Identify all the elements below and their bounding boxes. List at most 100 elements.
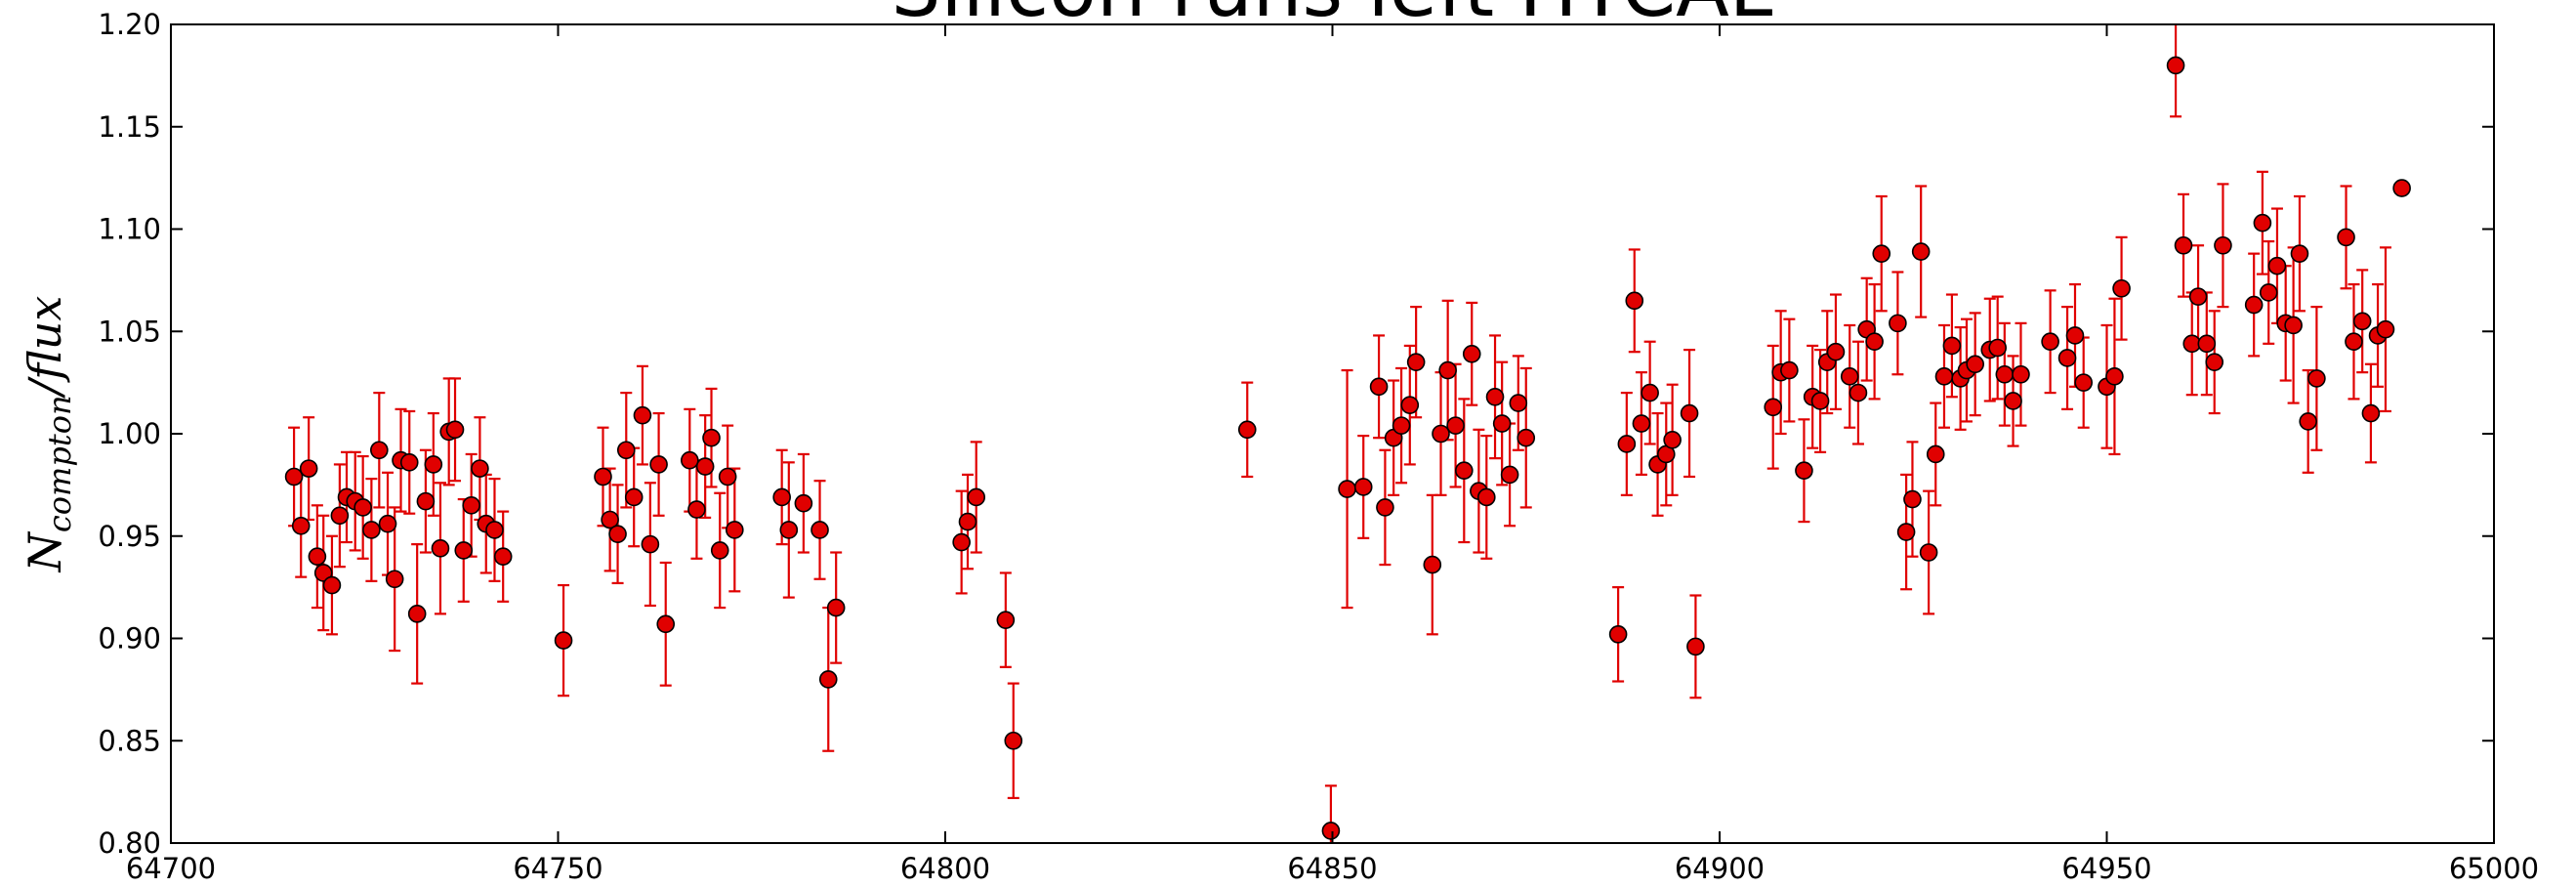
x-tick-label: 65000 — [2449, 852, 2539, 885]
data-point — [1849, 383, 1868, 402]
data-point — [1988, 338, 2007, 358]
data-point — [554, 631, 573, 650]
data-point — [291, 516, 311, 535]
data-point — [445, 420, 465, 440]
y-label-tail: /flux — [19, 296, 71, 400]
data-point — [2361, 403, 2381, 423]
data-point — [1966, 355, 1984, 374]
data-point — [1663, 430, 1682, 449]
data-point — [2307, 369, 2326, 388]
y-tick-label: 1.05 — [98, 315, 161, 348]
data-point — [958, 512, 977, 531]
data-point — [308, 547, 327, 567]
data-point — [810, 521, 829, 539]
data-point — [1903, 489, 1922, 509]
data-point — [330, 506, 350, 526]
data-point — [313, 564, 333, 582]
y-label-sub: compton — [41, 395, 78, 532]
data-point — [2299, 412, 2317, 431]
data-point — [2065, 326, 2085, 345]
data-point — [1477, 487, 1496, 507]
data-point — [710, 541, 729, 560]
data-point — [2267, 256, 2287, 275]
data-point — [299, 459, 318, 478]
data-point — [1686, 637, 1705, 656]
data-point — [2284, 316, 2303, 335]
x-tick-label: 64750 — [513, 852, 602, 885]
data-point — [818, 670, 838, 689]
data-point — [322, 575, 342, 595]
data-point — [1780, 360, 1799, 380]
plot-area — [284, 24, 2411, 843]
data-point — [1509, 394, 1528, 412]
data-point — [2244, 295, 2264, 315]
data-point — [284, 467, 304, 486]
data-point — [416, 491, 436, 511]
data-point — [1004, 731, 1023, 750]
data-point — [2166, 56, 2185, 75]
data-point — [1406, 353, 1426, 371]
data-point — [2253, 213, 2272, 233]
data-point — [726, 521, 744, 539]
data-point — [1392, 416, 1411, 435]
data-point — [2012, 364, 2030, 384]
data-point — [1926, 444, 1945, 464]
x-tick-label: 64950 — [2061, 852, 2151, 885]
data-point — [1934, 367, 1954, 386]
data-point — [2345, 332, 2363, 352]
data-point — [1632, 414, 1651, 433]
data-point — [424, 455, 443, 474]
data-point — [2337, 228, 2355, 247]
data-point — [378, 514, 397, 533]
data-point — [2197, 334, 2217, 354]
data-point — [1995, 364, 2015, 384]
data-point — [656, 614, 676, 634]
data-point — [399, 453, 419, 472]
data-point — [1889, 314, 1907, 333]
data-point — [2004, 392, 2022, 410]
data-point — [1492, 414, 1512, 433]
data-point — [1237, 420, 1257, 440]
data-point — [1455, 461, 1474, 481]
data-point — [1641, 383, 1659, 402]
data-point — [967, 487, 986, 507]
data-point — [718, 467, 737, 486]
data-point — [1500, 465, 1519, 485]
data-point — [1438, 360, 1457, 380]
data-point — [2074, 373, 2094, 392]
y-tick-label: 0.80 — [98, 826, 161, 860]
axes-frame — [170, 23, 2495, 844]
data-point — [1432, 424, 1450, 444]
data-point — [1321, 822, 1341, 840]
data-point — [1376, 498, 1394, 517]
data-point — [362, 521, 381, 539]
data-point — [1840, 367, 1859, 386]
data-point — [695, 457, 715, 476]
data-point — [1485, 387, 1505, 406]
data-point — [353, 498, 372, 517]
data-point — [1462, 344, 1481, 363]
data-point — [1911, 242, 1931, 261]
data-point — [1764, 398, 1783, 417]
data-point — [702, 428, 721, 447]
data-point — [2112, 278, 2131, 298]
data-point — [1338, 480, 1356, 498]
data-point — [1865, 332, 1884, 352]
data-point — [2214, 235, 2232, 255]
data-point — [1353, 478, 1373, 496]
y-label-main: N — [19, 530, 71, 572]
data-point — [1942, 336, 1962, 356]
data-point — [1369, 377, 1389, 397]
y-tick-label: 1.00 — [98, 417, 161, 450]
data-point — [1446, 416, 1465, 435]
data-point — [1517, 428, 1536, 447]
data-point — [681, 450, 699, 470]
y-tick-label: 0.90 — [98, 622, 161, 655]
data-point — [772, 487, 791, 507]
data-point — [2057, 349, 2077, 367]
data-point — [454, 541, 474, 560]
data-point — [952, 532, 971, 552]
data-point — [2392, 179, 2411, 197]
data-point — [826, 598, 846, 617]
